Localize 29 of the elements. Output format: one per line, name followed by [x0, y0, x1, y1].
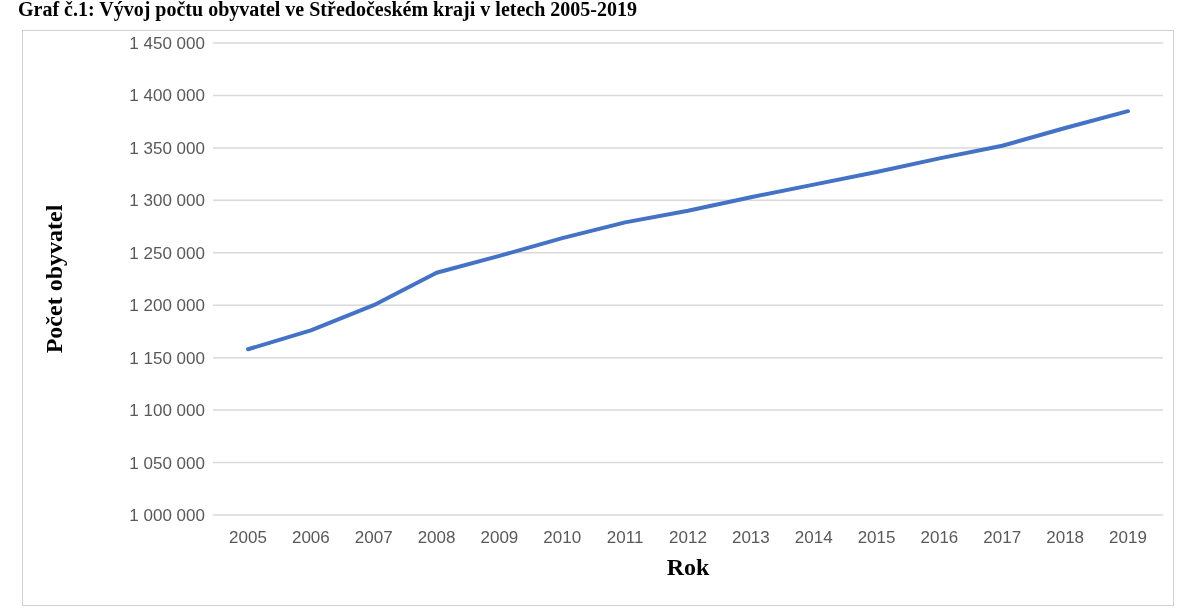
x-tick-label: 2013	[731, 528, 770, 548]
x-tick-label: 2014	[794, 528, 833, 548]
y-tick-label: 1 300 000	[129, 191, 205, 211]
y-tick-label: 1 150 000	[129, 348, 205, 368]
x-tick-label: 2010	[543, 528, 582, 548]
y-axis-title: Počet obyvatel	[40, 204, 67, 354]
y-tick-label: 1 100 000	[129, 401, 205, 421]
x-tick-label: 2015	[857, 528, 896, 548]
chart-title: Graf č.1: Vývoj počtu obyvatel ve Středočeském kraji v letech 2005-2019	[18, 0, 637, 21]
x-tick-label: 2019	[1109, 528, 1147, 548]
y-tick-label: 1 000 000	[129, 506, 205, 526]
x-tick-label: 2006	[291, 528, 330, 548]
x-tick-label: 2009	[480, 528, 519, 548]
x-tick-label: 2016	[920, 528, 959, 548]
y-tick-label: 1 350 000	[129, 138, 205, 158]
x-tick-label: 2011	[606, 528, 644, 548]
y-tick-label: 1 200 000	[129, 296, 205, 316]
y-tick-label: 1 250 000	[129, 243, 205, 263]
x-tick-label: 2005	[229, 528, 267, 548]
y-tick-label: 1 400 000	[129, 86, 205, 106]
line-series	[246, 109, 1130, 352]
x-tick-label: 2017	[983, 528, 1022, 548]
x-tick-label: 2008	[417, 528, 456, 548]
x-tick-label: 2018	[1046, 528, 1085, 548]
x-tick-label: 2007	[354, 528, 393, 548]
x-tick-label: 2012	[669, 528, 707, 548]
y-tick-label: 1 050 000	[129, 453, 205, 473]
x-axis-title: Rok	[666, 554, 710, 580]
y-tick-label: 1 450 000	[129, 34, 205, 54]
